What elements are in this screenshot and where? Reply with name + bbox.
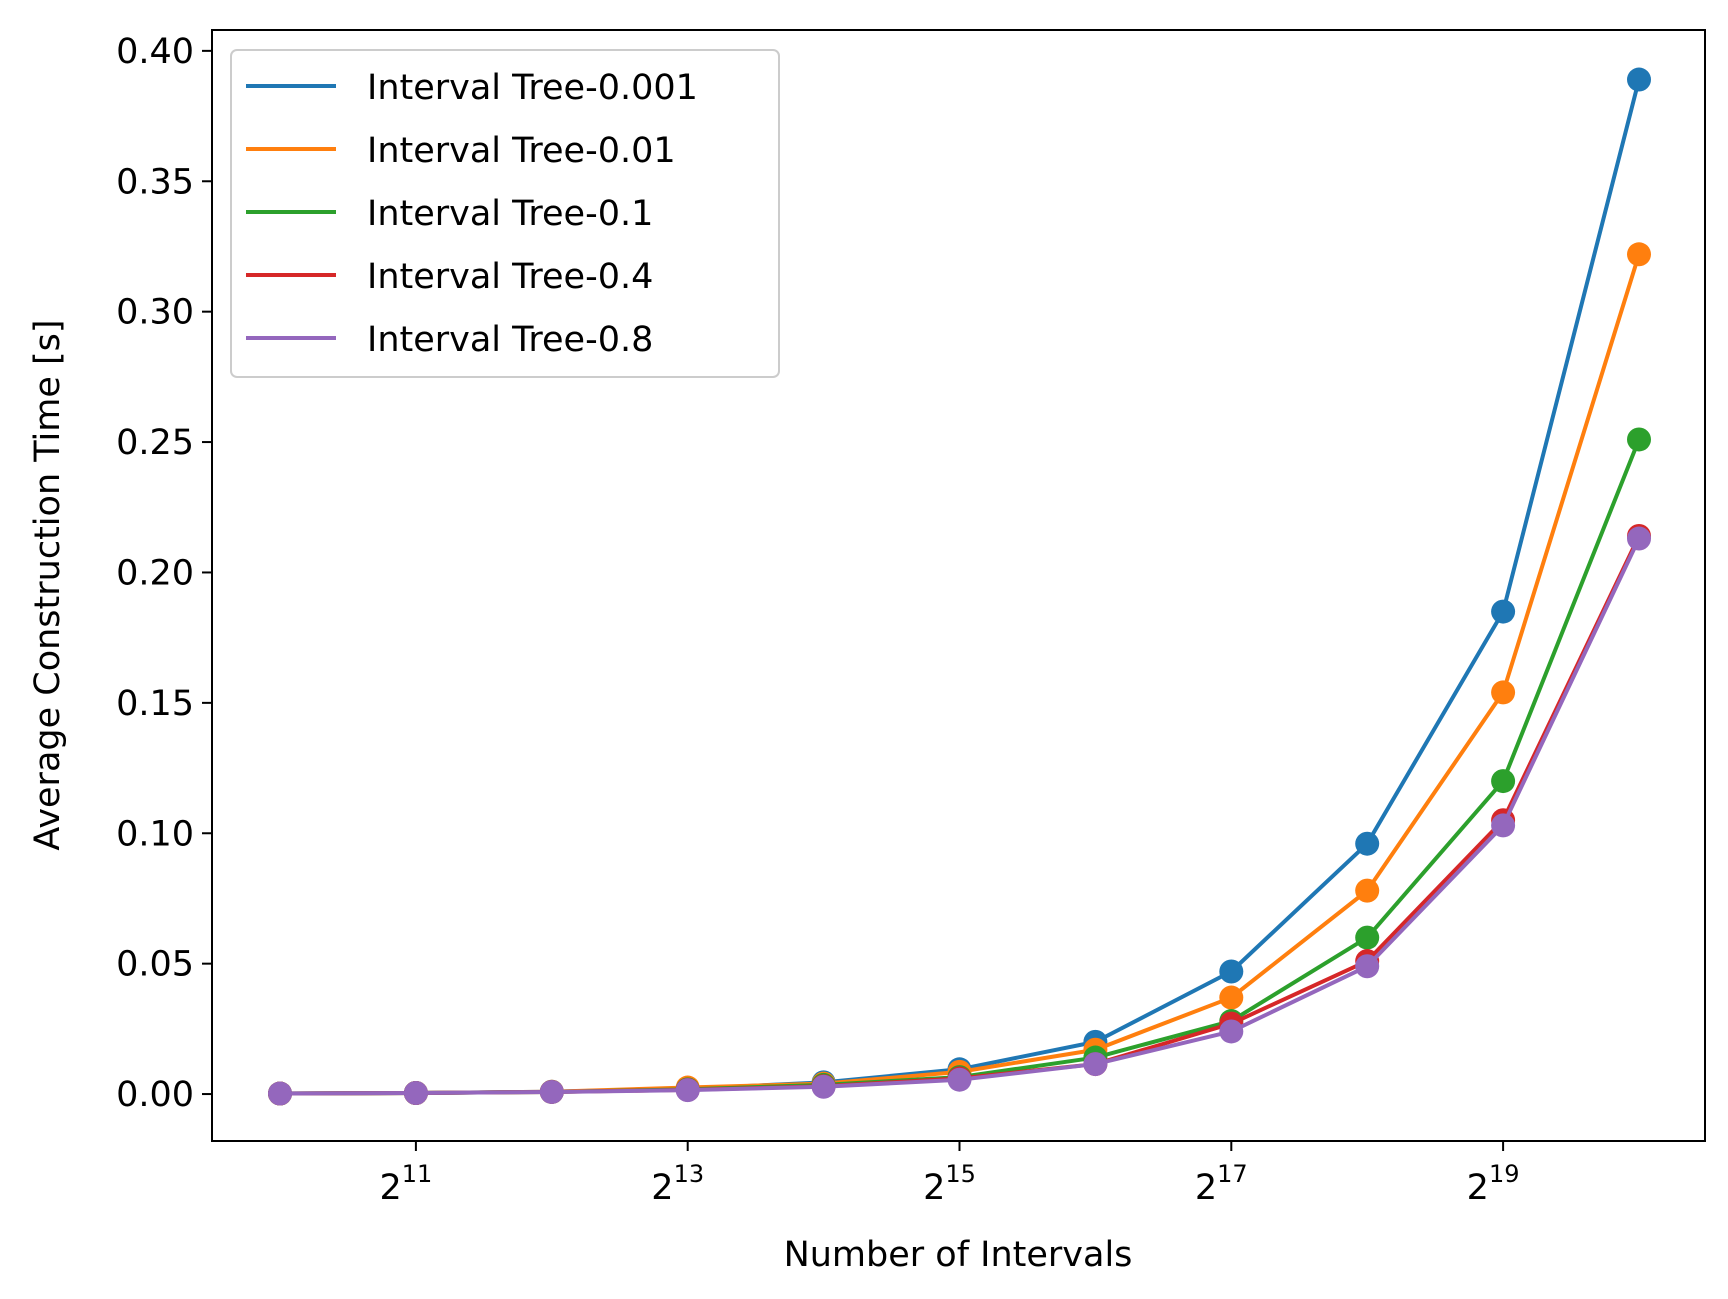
x-tick-exponent: 13 (674, 1160, 705, 1188)
x-tick-label: 217 (1195, 1160, 1248, 1208)
legend-label: Interval Tree-0.4 (367, 257, 653, 297)
data-point (1083, 1052, 1108, 1077)
y-tick-label: 0.00 (116, 1075, 194, 1115)
x-tick-label: 211 (379, 1160, 432, 1208)
legend-label: Interval Tree-0.001 (367, 68, 698, 108)
data-point (539, 1079, 564, 1104)
data-point (1491, 769, 1516, 794)
x-tick-exponent: 17 (1217, 1160, 1248, 1188)
x-tick-label: 215 (923, 1160, 976, 1208)
x-axis: 211 213 215 217 219 (379, 1141, 1520, 1208)
legend-label: Interval Tree-0.8 (367, 320, 653, 360)
data-point (947, 1067, 972, 1092)
data-point (403, 1081, 428, 1106)
data-point (1219, 1019, 1244, 1044)
legend-box (230, 49, 780, 378)
x-tick-base: 2 (923, 1168, 945, 1208)
y-tick-label: 0.40 (116, 32, 194, 72)
y-tick-label: 0.20 (116, 553, 194, 593)
y-tick-label: 0.10 (116, 814, 194, 854)
x-tick-base: 2 (379, 1168, 401, 1208)
x-tick-base: 2 (651, 1168, 673, 1208)
data-point (1355, 878, 1380, 903)
data-point (1491, 599, 1516, 624)
data-point (1355, 925, 1380, 950)
data-point (1627, 427, 1651, 452)
y-tick-label: 0.30 (116, 293, 194, 333)
series-5 (268, 526, 1651, 1106)
data-point (811, 1074, 836, 1099)
x-tick-label: 219 (1467, 1160, 1520, 1208)
x-tick-base: 2 (1467, 1168, 1489, 1208)
x-tick-exponent: 11 (402, 1160, 433, 1188)
data-point (268, 1081, 292, 1106)
x-tick-exponent: 15 (945, 1160, 976, 1188)
y-tick-label: 0.25 (116, 423, 194, 463)
data-point (1627, 526, 1651, 551)
legend-label: Interval Tree-0.1 (367, 194, 653, 234)
y-axis: 0.00 0.05 0.10 0.15 0.20 0.25 0.30 0.35 0.40 (116, 32, 212, 1115)
data-point (1219, 985, 1244, 1010)
data-point (1491, 813, 1516, 838)
data-point (1219, 959, 1244, 984)
y-tick-label: 0.05 (116, 945, 194, 985)
x-tick-exponent: 19 (1489, 1160, 1520, 1188)
data-point (1491, 680, 1516, 705)
plot-area (268, 67, 1651, 1106)
x-tick-base: 2 (1195, 1168, 1217, 1208)
y-axis-title: Average Construction Time [s] (28, 319, 68, 850)
data-point (1355, 954, 1380, 979)
data-point (1627, 242, 1651, 267)
y-tick-label: 0.35 (116, 162, 194, 202)
legend-label: Interval Tree-0.01 (367, 131, 676, 171)
data-point (675, 1078, 700, 1103)
data-point (1355, 831, 1380, 856)
x-axis-title: Number of Intervals (784, 1235, 1133, 1275)
data-point (1627, 67, 1651, 92)
legend: Interval Tree-0.001 Interval Tree-0.01 Int… (230, 49, 780, 378)
y-tick-label: 0.15 (116, 684, 194, 724)
x-tick-label: 213 (651, 1160, 704, 1208)
